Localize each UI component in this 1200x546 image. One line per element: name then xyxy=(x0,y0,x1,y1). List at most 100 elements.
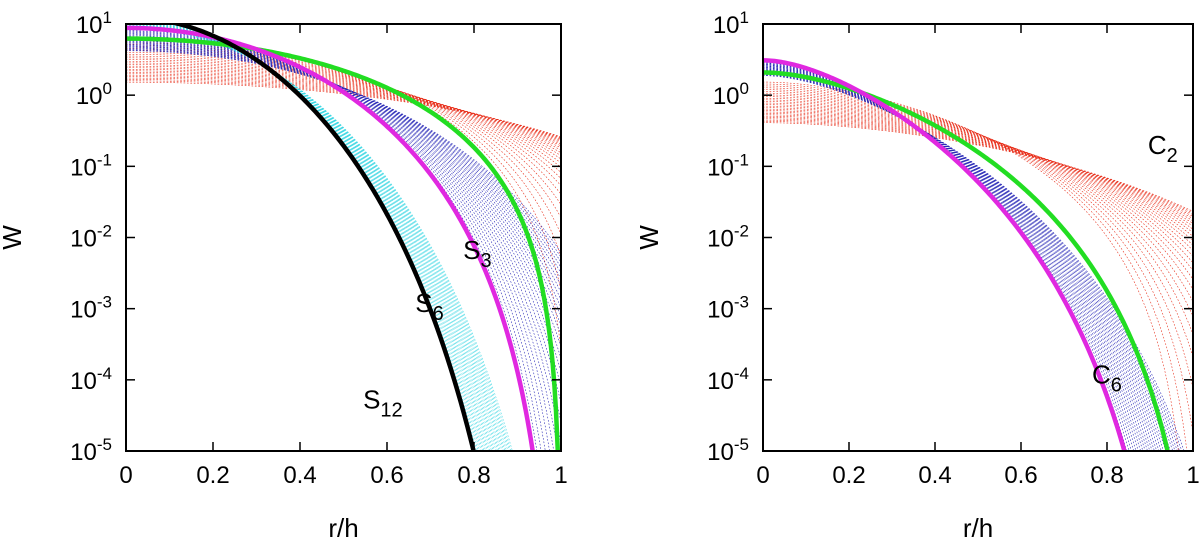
band-line xyxy=(163,24,486,451)
band-line xyxy=(126,42,561,317)
series-annotation: S3 xyxy=(463,235,491,272)
band-line xyxy=(763,70,1164,451)
band-line xyxy=(126,71,561,145)
y-tick-label: 10-2 xyxy=(707,222,749,253)
band-line xyxy=(763,119,1193,215)
band-line xyxy=(763,89,1193,358)
x-axis-label: r/h xyxy=(963,513,993,543)
band-line xyxy=(126,53,561,186)
band-line xyxy=(126,43,561,308)
band-line xyxy=(763,63,1139,451)
band-line xyxy=(177,24,474,451)
band-line xyxy=(158,24,489,451)
series-band-s3-band xyxy=(126,38,561,451)
band-line xyxy=(126,41,561,326)
band-line xyxy=(763,97,1193,280)
x-tick-label: 0 xyxy=(756,462,769,489)
band-line xyxy=(126,47,561,274)
band-line xyxy=(126,77,561,140)
band-line xyxy=(763,68,1158,451)
left-panel-s-kernels: 0 0.2 0.4 0.6 0.8 1 101 100 10-1 10-2 10-3 10-4 10-5… xyxy=(0,8,568,543)
band-line xyxy=(126,24,500,451)
band-line xyxy=(763,73,1178,451)
band-line xyxy=(763,113,1193,227)
series-annotation: C2 xyxy=(1148,130,1178,167)
band-line xyxy=(763,102,1193,257)
x-tick-label: 0.6 xyxy=(1004,462,1037,489)
band-line xyxy=(165,24,485,451)
band-line xyxy=(763,91,1193,335)
band-line xyxy=(171,24,480,451)
series-line-c4 xyxy=(763,70,1170,451)
band-line xyxy=(763,72,1174,451)
band-line xyxy=(763,99,1193,271)
band-line xyxy=(126,44,561,293)
band-line xyxy=(126,26,512,451)
band-line xyxy=(763,107,1193,241)
band-line xyxy=(763,122,1193,212)
band-line xyxy=(763,111,1193,230)
band-line xyxy=(763,115,1193,222)
band-line xyxy=(126,25,507,451)
x-tick-label: 0.4 xyxy=(283,462,316,489)
x-tick-label: 0.2 xyxy=(196,462,229,489)
x-tick-label: 0.2 xyxy=(832,462,865,489)
band-line xyxy=(126,25,504,451)
y-tick-label: 101 xyxy=(76,8,112,39)
y-tick-label: 101 xyxy=(713,8,749,39)
band-line xyxy=(763,87,1193,389)
x-tick-label: 1 xyxy=(1186,462,1199,489)
y-tick-label: 100 xyxy=(76,79,112,110)
y-tick-label: 10-4 xyxy=(707,364,749,395)
series-annotation: S6 xyxy=(415,288,443,325)
band-line xyxy=(126,26,509,451)
band-line xyxy=(126,64,561,156)
band-line xyxy=(161,24,488,451)
band-line xyxy=(149,24,494,451)
series-annotation: S12 xyxy=(363,384,403,421)
x-tick-label: 1 xyxy=(554,462,567,489)
band-line xyxy=(167,24,483,451)
band-line xyxy=(126,68,561,149)
band-line xyxy=(126,32,555,451)
right-panel-c-kernels: 0 0.2 0.4 0.6 0.8 1 101 100 10-1 10-2 10-3 10-4 10-5… xyxy=(634,8,1200,543)
band-line xyxy=(763,110,1193,233)
band-line xyxy=(763,67,1153,451)
band-line xyxy=(152,24,492,451)
band-line xyxy=(126,25,506,451)
band-line xyxy=(763,92,1193,317)
y-axis-label: W xyxy=(634,225,664,250)
band-line xyxy=(763,65,1146,451)
band-line xyxy=(763,69,1160,451)
plot-area xyxy=(126,24,561,451)
y-tick-label: 10-3 xyxy=(70,293,112,324)
band-line xyxy=(763,96,1193,290)
series-line-s6 xyxy=(126,25,535,451)
band-line xyxy=(126,62,561,160)
y-tick-label: 10-1 xyxy=(70,150,112,181)
band-line xyxy=(126,43,561,300)
band-line xyxy=(126,57,561,173)
series-annotation: C6 xyxy=(1092,359,1122,396)
band-line xyxy=(763,114,1193,224)
band-line xyxy=(763,117,1193,219)
x-tick-label: 0.8 xyxy=(1090,462,1123,489)
band-line xyxy=(126,60,561,164)
series-line-c6 xyxy=(763,58,1127,451)
band-line xyxy=(126,59,561,168)
band-line xyxy=(144,24,495,451)
y-tick-label: 10-5 xyxy=(70,435,112,466)
y-tick-label: 10-1 xyxy=(707,150,749,181)
series-line-s3 xyxy=(126,36,561,451)
band-line xyxy=(763,72,1171,451)
band-line xyxy=(126,44,561,258)
band-line xyxy=(763,108,1193,237)
band-line xyxy=(763,83,1188,451)
band-line xyxy=(763,60,1128,451)
band-line xyxy=(126,46,561,280)
band-line xyxy=(126,55,561,179)
band-line xyxy=(763,64,1141,451)
band-line xyxy=(126,26,510,451)
band-line xyxy=(126,45,561,286)
